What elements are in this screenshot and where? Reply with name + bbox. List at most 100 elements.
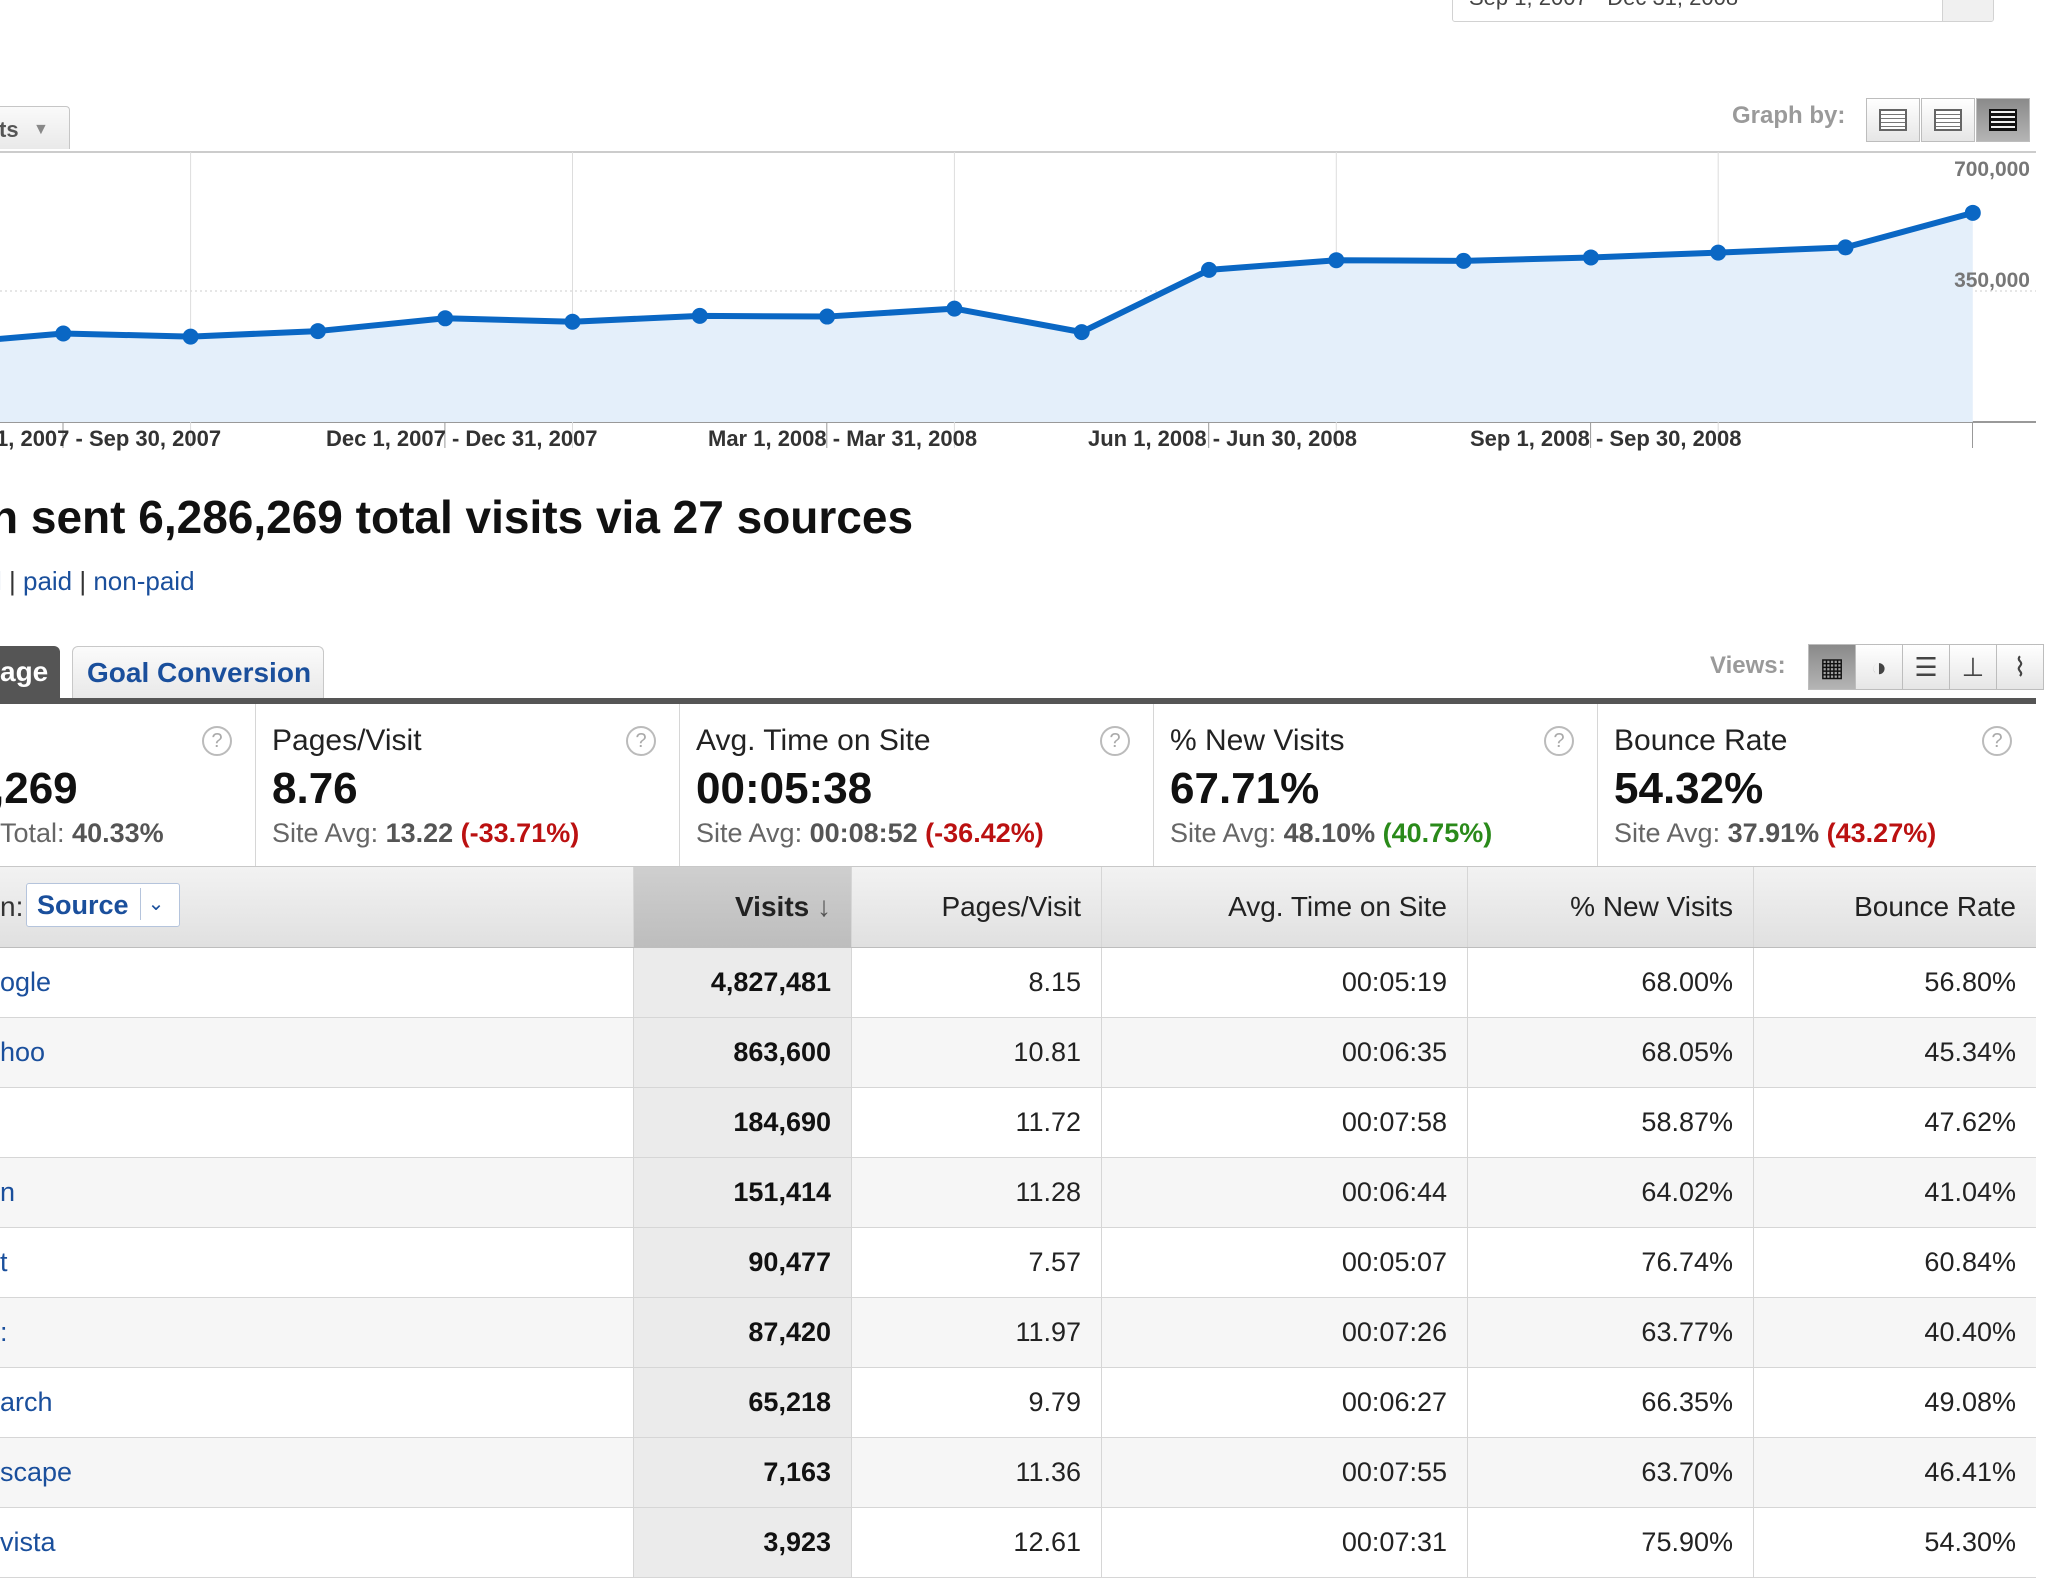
filter-separator: | [72, 566, 94, 596]
avg-time-cell: 00:07:55 [1102, 1438, 1468, 1507]
metric-dropdown[interactable]: ts ▼ [0, 106, 70, 149]
table-row: t 90,477 7.57 00:05:07 76.74% 60.84% [0, 1228, 2036, 1298]
header-pages-visit[interactable]: Pages/Visit [852, 867, 1102, 947]
pages-visit-cell: 11.72 [852, 1088, 1102, 1157]
source-link[interactable]: arch [0, 1387, 53, 1417]
visits-cell: 65,218 [634, 1368, 852, 1437]
new-visits-cell: 58.87% [1468, 1088, 1754, 1157]
visits-cell: 4,827,481 [634, 948, 852, 1017]
data-point [1328, 252, 1345, 269]
dimension-select[interactable]: Source ⌄ [26, 883, 180, 927]
table-row: 184,690 11.72 00:07:58 58.87% 47.62% [0, 1088, 2036, 1158]
summary-label: Bounce Rate [1614, 724, 1788, 757]
pages-visit-cell: 9.79 [852, 1368, 1102, 1437]
graph-by-week-button[interactable] [1921, 98, 1975, 142]
source-cell: : [0, 1298, 634, 1367]
chevron-down-icon: ⌄ [140, 888, 171, 920]
avg-time-cell: 00:06:44 [1102, 1158, 1468, 1227]
data-point [1073, 324, 1090, 341]
avg-time-cell: 00:07:26 [1102, 1298, 1468, 1367]
view-performance-button[interactable]: ☰ [1902, 644, 1950, 690]
bounce-rate-cell: 60.84% [1924, 1247, 2016, 1277]
summary-site-avg: Site Avg: 37.91% (43.27%) [1614, 818, 1937, 848]
help-icon[interactable]: ? [1544, 726, 1574, 756]
metric-dropdown-label: ts [0, 117, 19, 142]
table-row: vista 3,923 12.61 00:07:31 75.90% 54.30% [0, 1508, 2036, 1578]
view-comparison-button[interactable]: ⊥ [1949, 644, 1997, 690]
bounce-rate-cell: 41.04% [1924, 1177, 2016, 1207]
bounce-rate-cell: 40.40% [1924, 1317, 2016, 1347]
header-visits[interactable]: Visits ↓ [634, 867, 852, 947]
source-cell: n [0, 1158, 634, 1227]
date-range-picker[interactable]: Sep 1, 2007 - Dec 31, 2008 [1452, 0, 1994, 22]
data-point [182, 328, 199, 345]
avg-time-cell: 00:05:19 [1102, 948, 1468, 1017]
source-link[interactable]: : [0, 1317, 8, 1347]
source-filter-links: l | paid | non-paid [0, 566, 195, 597]
pie-icon: ◑ [1871, 651, 1887, 682]
data-point [691, 307, 708, 324]
help-icon[interactable]: ? [626, 726, 656, 756]
summary-value: 8.76 [272, 764, 358, 813]
pages-visit-cell: 7.57 [852, 1228, 1102, 1297]
bounce-rate-cell: 45.34% [1924, 1037, 2016, 1067]
table-row: n 151,414 11.28 00:06:44 64.02% 41.04% [0, 1158, 2036, 1228]
source-link[interactable]: vista [0, 1527, 56, 1557]
x-tick-label: Jun 1, 2008 - Jun 30, 2008 [1088, 426, 1357, 451]
y-tick-label: 700,000 [1954, 158, 2030, 181]
new-visits-cell: 76.74% [1468, 1228, 1754, 1297]
graph-by-day-button[interactable] [1866, 98, 1920, 142]
pages-visit-cell: 8.15 [852, 948, 1102, 1017]
filter-all-link[interactable]: l [0, 566, 2, 596]
source-link[interactable]: t [0, 1247, 8, 1277]
summary-value: 67.71% [1170, 764, 1320, 813]
table-row: scape 7,163 11.36 00:07:55 63.70% 46.41% [0, 1438, 2036, 1508]
view-pivot-button[interactable]: ⌇ [1996, 644, 2044, 690]
tab-goal-conversion[interactable]: Goal Conversion [72, 646, 324, 698]
x-tick-label: Sep 1, 2008 - Sep 30, 2008 [1470, 426, 1742, 451]
graph-by-month-button[interactable] [1976, 98, 2030, 142]
chart-points [55, 204, 1981, 345]
help-icon[interactable]: ? [202, 726, 232, 756]
view-table-button[interactable]: ▦ [1808, 644, 1856, 690]
table-row: arch 65,218 9.79 00:06:27 66.35% 49.08% [0, 1368, 2036, 1438]
help-icon[interactable]: ? [1982, 726, 2012, 756]
table-row: hoo 863,600 10.81 00:06:35 68.05% 45.34% [0, 1018, 2036, 1088]
source-cell: scape [0, 1438, 634, 1507]
new-visits-cell: 68.05% [1468, 1018, 1754, 1087]
visits-cell: 87,420 [634, 1298, 852, 1367]
bounce-rate-cell: 54.30% [1924, 1527, 2016, 1557]
summary-bounce-rate: Bounce Rate 54.32% Site Avg: 37.91% (43.… [1598, 704, 2036, 866]
source-cell: t [0, 1228, 634, 1297]
help-icon[interactable]: ? [1100, 726, 1130, 756]
filter-nonpaid-link[interactable]: non-paid [93, 566, 195, 596]
data-point [1582, 249, 1599, 266]
visits-cell: 151,414 [634, 1158, 852, 1227]
date-picker-button[interactable] [1942, 0, 1993, 21]
chart-x-ticks: 1, 2007 - Sep 30, 2007 Dec 1, 2007 - Dec … [0, 426, 1742, 451]
source-cell [0, 1088, 634, 1157]
source-link[interactable]: ogle [0, 967, 52, 997]
table-row: : 87,420 11.97 00:07:26 63.77% 40.40% [0, 1298, 2036, 1368]
date-range-text: Sep 1, 2007 - Dec 31, 2008 [1469, 0, 1738, 11]
source-link[interactable]: scape [0, 1457, 73, 1487]
data-point [1710, 244, 1727, 261]
header-avg-time[interactable]: Avg. Time on Site [1102, 867, 1468, 947]
summary-value: 00:05:38 [696, 764, 873, 813]
data-point [564, 313, 581, 330]
source-cell: arch [0, 1368, 634, 1437]
avg-time-cell: 00:06:35 [1102, 1018, 1468, 1087]
summary-value: ,269 [0, 764, 78, 813]
header-bounce-rate[interactable]: Bounce Rate [1854, 891, 2016, 922]
pages-visit-cell: 11.97 [852, 1298, 1102, 1367]
tab-site-usage[interactable]: age [0, 646, 60, 698]
table-icon: ▦ [1819, 651, 1845, 682]
x-tick-label: 1, 2007 - Sep 30, 2007 [0, 426, 221, 451]
filter-paid-link[interactable]: paid [22, 566, 73, 596]
source-link[interactable]: hoo [0, 1037, 46, 1067]
view-pie-button[interactable]: ◑ [1855, 644, 1903, 690]
header-new-visits[interactable]: % New Visits [1468, 867, 1754, 947]
graph-month-icon [1989, 109, 2017, 131]
source-link[interactable]: n [0, 1177, 16, 1207]
bounce-rate-cell: 49.08% [1924, 1387, 2016, 1417]
